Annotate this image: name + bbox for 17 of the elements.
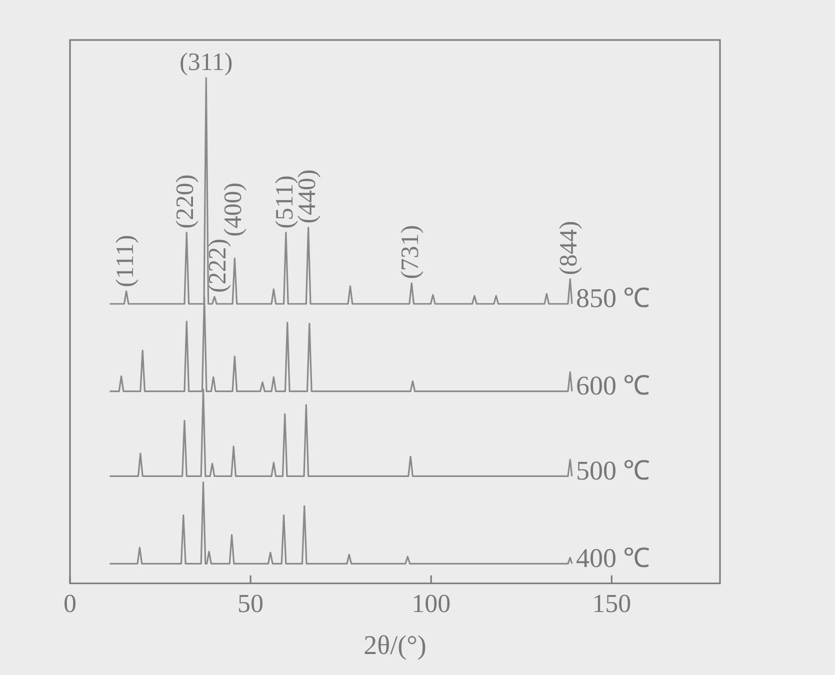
series-label: 400 ℃ <box>576 542 650 573</box>
annotation: (844) <box>556 220 583 276</box>
x-tick-label: 0 <box>64 588 76 618</box>
x-tick-label: 50 <box>238 588 264 618</box>
annotation: (400) <box>220 182 248 237</box>
x-axis-title: 2θ/(°) <box>364 630 426 660</box>
series-label: 500 ℃ <box>576 455 650 486</box>
annotation: (311) <box>180 48 233 76</box>
series-label: 600 ℃ <box>576 370 650 400</box>
annotation: (220) <box>172 174 200 229</box>
x-tick-label: 150 <box>592 588 632 618</box>
annotation: (222) <box>204 238 232 293</box>
annotation: (111) <box>112 234 139 288</box>
annotation: (731) <box>397 224 424 280</box>
x-tick-label: 100 <box>412 588 451 618</box>
annotation: (511) <box>272 175 299 229</box>
series-label: 850 ℃ <box>576 282 650 313</box>
